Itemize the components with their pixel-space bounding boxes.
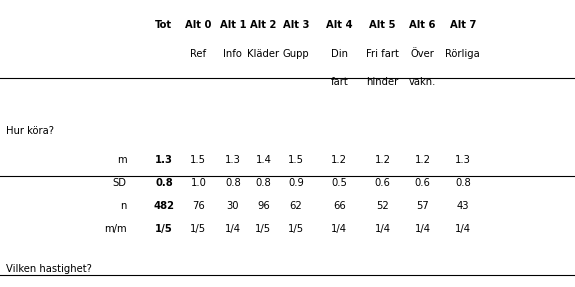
Text: 30: 30 [227,201,239,211]
Text: Alt 5: Alt 5 [369,20,396,30]
Text: 0.8: 0.8 [225,178,241,188]
Text: 1/5: 1/5 [255,224,271,234]
Text: 1/4: 1/4 [225,224,241,234]
Text: 76: 76 [192,201,205,211]
Text: vakn.: vakn. [409,77,436,88]
Text: Fri fart: Fri fart [366,49,399,59]
Text: 1.2: 1.2 [331,155,347,165]
Text: 0.6: 0.6 [415,178,431,188]
Text: Kläder: Kläder [247,49,279,59]
Text: 0.5: 0.5 [331,178,347,188]
Text: Vilken hastighet?: Vilken hastighet? [6,264,91,274]
Text: Info: Info [224,49,242,59]
Text: 1/5: 1/5 [155,224,172,234]
Text: 0.8: 0.8 [255,178,271,188]
Text: 1.2: 1.2 [374,155,390,165]
Text: Alt 6: Alt 6 [409,20,436,30]
Text: fart: fart [331,77,348,88]
Text: 482: 482 [154,201,174,211]
Text: Alt 4: Alt 4 [326,20,352,30]
Text: 1/5: 1/5 [190,224,206,234]
Text: 52: 52 [376,201,389,211]
Text: Alt 0: Alt 0 [185,20,212,30]
Text: 1.3: 1.3 [225,155,241,165]
Text: 1/4: 1/4 [415,224,431,234]
Text: n: n [120,201,126,211]
Text: 62: 62 [290,201,302,211]
Text: Alt 7: Alt 7 [450,20,476,30]
Text: Över: Över [411,49,435,59]
Text: 0.8: 0.8 [455,178,471,188]
Text: 1.3: 1.3 [155,155,173,165]
Text: Ref: Ref [190,49,206,59]
Text: 1/4: 1/4 [331,224,347,234]
Text: hinder: hinder [366,77,398,88]
Text: 43: 43 [457,201,469,211]
Text: Din: Din [331,49,348,59]
Text: 0.8: 0.8 [155,178,172,188]
Text: Tot: Tot [155,20,172,30]
Text: 1.2: 1.2 [415,155,431,165]
Text: m: m [117,155,126,165]
Text: 0.6: 0.6 [374,178,390,188]
Text: Hur köra?: Hur köra? [6,126,53,136]
Text: m/m: m/m [104,224,126,234]
Text: Gupp: Gupp [283,49,309,59]
Text: 1/4: 1/4 [455,224,471,234]
Text: Alt 2: Alt 2 [250,20,277,30]
Text: SD: SD [113,178,126,188]
Text: 1.5: 1.5 [190,155,206,165]
Text: 57: 57 [416,201,429,211]
Text: 66: 66 [333,201,346,211]
Text: 96: 96 [257,201,270,211]
Text: 1.3: 1.3 [455,155,471,165]
Text: 1/5: 1/5 [288,224,304,234]
Text: 1/4: 1/4 [374,224,390,234]
Text: Rörliga: Rörliga [446,49,480,59]
Text: Alt 3: Alt 3 [283,20,309,30]
Text: 1.0: 1.0 [190,178,206,188]
Text: 1.5: 1.5 [288,155,304,165]
Text: 1.4: 1.4 [255,155,271,165]
Text: Alt 1: Alt 1 [220,20,246,30]
Text: 0.9: 0.9 [288,178,304,188]
